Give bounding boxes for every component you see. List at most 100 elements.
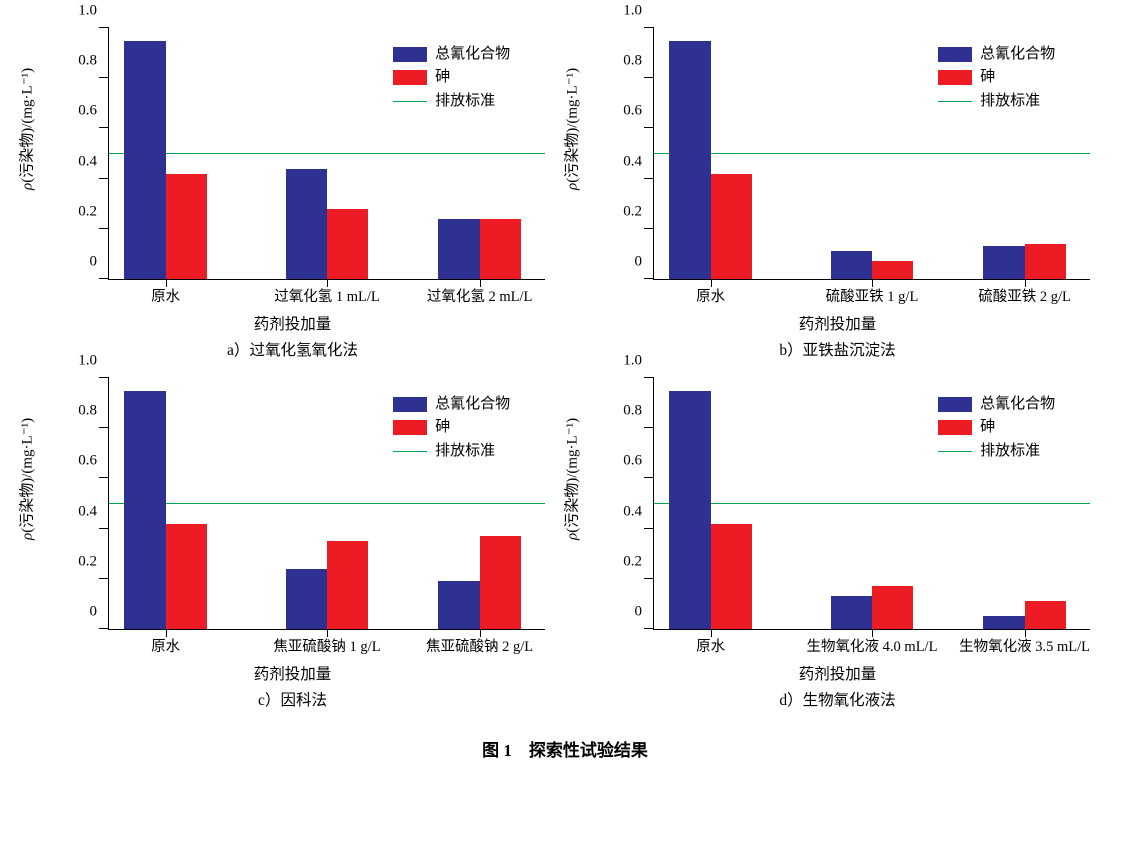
y-tick-label: 0.4: [623, 503, 654, 520]
y-tick-label: 0.8: [78, 403, 109, 420]
y-axis-label: ρ(污染物)/(mg·L⁻¹): [16, 418, 37, 540]
legend-label: 排放标准: [980, 90, 1040, 113]
x-tick-label: 原水: [696, 629, 725, 656]
y-tick: [644, 127, 654, 128]
panel-b: ρ(污染物)/(mg·L⁻¹) 00.20.40.60.81.0原水硫酸亚铁 1…: [575, 20, 1100, 360]
y-axis-label: ρ(污染物)/(mg·L⁻¹): [16, 68, 37, 190]
legend-line-icon: [938, 101, 972, 102]
plot-a: 00.20.40.60.81.0原水过氧化氢 1 mL/L过氧化氢 2 mL/L…: [108, 28, 545, 280]
chart-area: 00.20.40.60.81.0原水焦亚硫酸钠 1 g/L焦亚硫酸钠 2 g/L…: [108, 370, 545, 660]
bar-series2: [1025, 244, 1066, 279]
bar-series1: [124, 41, 165, 279]
y-tick-label: 0.2: [78, 553, 109, 570]
bar-series2: [480, 536, 521, 629]
bar-series1: [286, 169, 327, 279]
y-tick: [644, 427, 654, 428]
y-tick-label: 0.2: [78, 203, 109, 220]
chart-area: 00.20.40.60.81.0原水生物氧化液 4.0 mL/L生物氧化液 3.…: [653, 370, 1090, 660]
y-tick-label: 0.2: [623, 203, 654, 220]
legend-line-icon: [393, 101, 427, 102]
bar-series2: [166, 174, 207, 279]
y-tick-label: 1.0: [623, 353, 654, 370]
y-tick-label: 0.8: [623, 403, 654, 420]
x-tick-label: 过氧化氢 1 mL/L: [274, 279, 380, 306]
x-tick-label: 原水: [151, 629, 180, 656]
y-tick: [99, 578, 109, 579]
legend-item-refline: 排放标准: [938, 90, 1055, 113]
y-tick-label: 0.4: [78, 503, 109, 520]
legend-swatch-icon: [393, 47, 427, 62]
reference-line: [654, 153, 1090, 154]
legend-label: 砷: [980, 416, 995, 439]
x-axis-label: 药剂投加量: [30, 312, 555, 334]
panel-caption-d: d）生物氧化液法: [575, 688, 1100, 710]
figure-grid: ρ(污染物)/(mg·L⁻¹) 00.20.40.60.81.0原水过氧化氢 1…: [0, 0, 1130, 720]
y-tick: [99, 427, 109, 428]
y-tick: [644, 228, 654, 229]
bar-series1: [983, 246, 1024, 279]
legend-label: 砷: [980, 66, 995, 89]
y-tick-label: 0: [635, 254, 655, 271]
y-tick: [99, 628, 109, 629]
legend-label: 排放标准: [980, 440, 1040, 463]
bar-series1: [286, 569, 327, 629]
legend-item-series1: 总氰化合物: [393, 393, 510, 416]
bar-series1: [983, 616, 1024, 629]
legend: 总氰化合物砷排放标准: [938, 43, 1055, 113]
y-tick-label: 0.8: [78, 53, 109, 70]
y-tick: [99, 528, 109, 529]
y-tick: [644, 628, 654, 629]
legend-swatch-icon: [938, 397, 972, 412]
legend-swatch-icon: [938, 47, 972, 62]
y-axis-label: ρ(污染物)/(mg·L⁻¹): [561, 68, 582, 190]
legend-item-series2: 砷: [938, 416, 1055, 439]
y-tick-label: 0: [90, 604, 110, 621]
legend-line-icon: [938, 451, 972, 452]
bar-series2: [166, 524, 207, 629]
x-axis-label: 药剂投加量: [30, 662, 555, 684]
bar-series1: [669, 391, 710, 629]
bar-series2: [711, 524, 752, 629]
y-tick-label: 0.8: [623, 53, 654, 70]
bar-series2: [480, 219, 521, 279]
legend-swatch-icon: [393, 70, 427, 85]
y-tick-label: 1.0: [623, 3, 654, 20]
y-tick-label: 0.6: [623, 103, 654, 120]
bar-series2: [872, 586, 913, 629]
legend-item-refline: 排放标准: [938, 440, 1055, 463]
legend: 总氰化合物砷排放标准: [938, 393, 1055, 463]
x-axis-label: 药剂投加量: [575, 312, 1100, 334]
legend-item-series2: 砷: [393, 66, 510, 89]
legend-label: 总氰化合物: [980, 43, 1055, 66]
legend-swatch-icon: [938, 70, 972, 85]
y-tick: [99, 77, 109, 78]
panel-caption-c: c）因科法: [30, 688, 555, 710]
legend-swatch-icon: [393, 397, 427, 412]
panel-d: ρ(污染物)/(mg·L⁻¹) 00.20.40.60.81.0原水生物氧化液 …: [575, 370, 1100, 710]
y-tick-label: 1.0: [78, 3, 109, 20]
legend-item-series1: 总氰化合物: [938, 393, 1055, 416]
bar-series2: [1025, 601, 1066, 629]
x-tick-label: 过氧化氢 2 mL/L: [427, 279, 533, 306]
y-tick-label: 0.6: [78, 103, 109, 120]
y-tick: [644, 278, 654, 279]
y-tick: [99, 377, 109, 378]
y-tick: [644, 477, 654, 478]
bar-series1: [831, 251, 872, 279]
legend-label: 排放标准: [435, 90, 495, 113]
x-tick-label: 硫酸亚铁 2 g/L: [978, 279, 1071, 306]
y-tick: [644, 377, 654, 378]
reference-line: [654, 503, 1090, 504]
panel-a: ρ(污染物)/(mg·L⁻¹) 00.20.40.60.81.0原水过氧化氢 1…: [30, 20, 555, 360]
x-tick-label: 焦亚硫酸钠 1 g/L: [273, 629, 380, 656]
x-tick-label: 焦亚硫酸钠 2 g/L: [426, 629, 533, 656]
bar-series1: [124, 391, 165, 629]
legend-label: 排放标准: [435, 440, 495, 463]
legend-label: 总氰化合物: [980, 393, 1055, 416]
y-tick: [644, 27, 654, 28]
legend-item-series1: 总氰化合物: [938, 43, 1055, 66]
legend-label: 总氰化合物: [435, 43, 510, 66]
legend-label: 砷: [435, 416, 450, 439]
x-tick-label: 原水: [696, 279, 725, 306]
x-tick-label: 生物氧化液 3.5 mL/L: [959, 629, 1090, 656]
